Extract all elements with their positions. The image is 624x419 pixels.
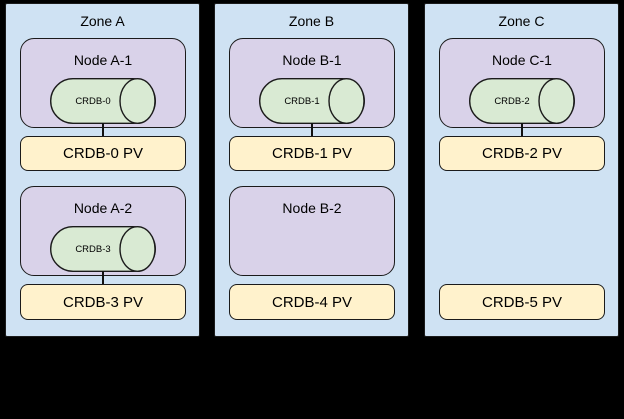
pv-box-crdb-5: CRDB-5 PV bbox=[439, 284, 605, 320]
pv-box-crdb-0: CRDB-0 PV bbox=[20, 136, 186, 171]
database-cylinder-icon bbox=[50, 226, 156, 272]
zone-c: Zone C Node C-1 CRDB-2 CRDB-2 PV CRDB-5 … bbox=[424, 3, 619, 337]
crdb-3-cylinder-icon: CRDB-3 bbox=[50, 226, 156, 272]
pv-label: CRDB-2 PV bbox=[481, 145, 563, 162]
crdb-3-cylinder-label: CRDB-3 bbox=[75, 243, 111, 255]
pv-box-crdb-2: CRDB-2 PV bbox=[439, 136, 605, 171]
database-cylinder-icon bbox=[469, 78, 575, 124]
crdb-2-cylinder-label: CRDB-2 bbox=[494, 95, 530, 107]
zone-a: Zone A Node A-1 CRDB-0 CRDB-0 PV Node A-… bbox=[5, 3, 200, 337]
connector-line bbox=[102, 271, 104, 285]
crdb-1-cylinder-icon: CRDB-1 bbox=[259, 78, 365, 124]
crdb-0-cylinder-icon: CRDB-0 bbox=[50, 78, 156, 124]
pv-label: CRDB-4 PV bbox=[271, 293, 353, 311]
connector-line bbox=[102, 123, 104, 137]
pv-box-crdb-1: CRDB-1 PV bbox=[229, 136, 395, 171]
database-cylinder-icon bbox=[259, 78, 365, 124]
node-a1-label: Node A-1 bbox=[73, 52, 133, 68]
pv-label: CRDB-0 PV bbox=[62, 145, 144, 162]
pv-box-crdb-3: CRDB-3 PV bbox=[20, 284, 186, 320]
zone-b-title: Zone B bbox=[288, 13, 335, 29]
crdb-2-cylinder-icon: CRDB-2 bbox=[469, 78, 575, 124]
pv-label: CRDB-1 PV bbox=[271, 145, 353, 162]
node-c1-label: Node C-1 bbox=[492, 52, 552, 68]
pv-label: CRDB-5 PV bbox=[481, 293, 563, 311]
zone-b: Zone B Node B-1 CRDB-1 CRDB-1 PV Node B-… bbox=[214, 3, 409, 337]
crdb-0-cylinder-label: CRDB-0 bbox=[75, 95, 111, 107]
node-b2-label: Node B-2 bbox=[282, 200, 342, 216]
node-a2: Node A-2 CRDB-3 bbox=[20, 186, 186, 276]
database-cylinder-icon bbox=[50, 78, 156, 124]
node-a1: Node A-1 CRDB-0 bbox=[20, 38, 186, 128]
node-a2-label: Node A-2 bbox=[73, 200, 133, 216]
zone-a-title: Zone A bbox=[80, 13, 125, 29]
zone-c-title: Zone C bbox=[498, 13, 545, 29]
connector-line bbox=[521, 123, 523, 137]
node-b1-label: Node B-1 bbox=[282, 52, 342, 68]
crdb-1-cylinder-label: CRDB-1 bbox=[284, 95, 320, 107]
pv-box-crdb-4: CRDB-4 PV bbox=[229, 284, 395, 320]
connector-line bbox=[311, 123, 313, 137]
pv-label: CRDB-3 PV bbox=[62, 293, 144, 311]
node-b2: Node B-2 bbox=[229, 186, 395, 276]
node-c1: Node C-1 CRDB-2 bbox=[439, 38, 605, 128]
node-b1: Node B-1 CRDB-1 bbox=[229, 38, 395, 128]
